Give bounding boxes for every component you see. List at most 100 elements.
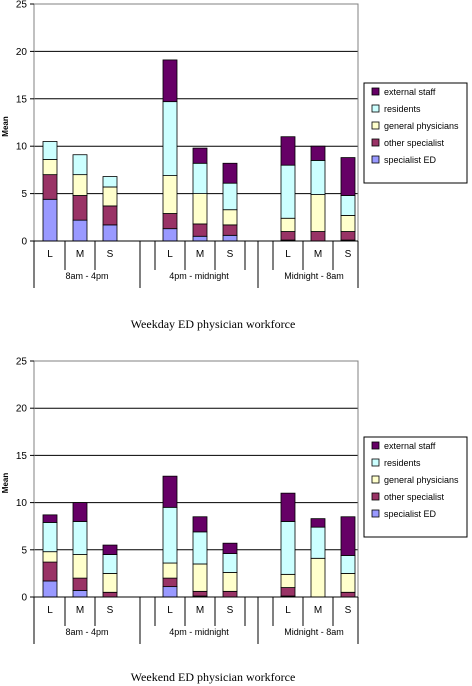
y-tick-label: 5 <box>21 189 27 200</box>
bar-segment <box>102 224 118 242</box>
x-category-label: S <box>107 605 114 616</box>
bar-segment <box>222 572 238 592</box>
x-group-label: Midnight - 8am <box>284 271 344 281</box>
bar-segment <box>192 193 208 225</box>
y-axis-title: Mean <box>1 473 10 494</box>
bar-segment <box>192 147 208 164</box>
bar-segment <box>310 145 326 161</box>
bar-segment <box>222 553 238 573</box>
legend-label: residents <box>384 458 421 468</box>
bar-segment <box>340 215 356 232</box>
x-category-label: L <box>47 249 53 260</box>
legend-swatch <box>371 475 380 484</box>
y-tick-label: 25 <box>16 357 28 368</box>
x-category-label: M <box>196 249 204 260</box>
legend-swatch <box>371 509 380 518</box>
bar-segment <box>222 162 238 184</box>
legend-label: general physicians <box>384 475 459 485</box>
y-tick-label: 15 <box>16 451 28 462</box>
x-group-label: 8am - 4pm <box>65 271 108 281</box>
bar-segment <box>222 182 238 211</box>
x-category-label: L <box>167 605 173 616</box>
bar-segment <box>310 160 326 195</box>
bar-segment <box>192 235 208 242</box>
x-category-label: M <box>76 605 84 616</box>
bar-segment <box>340 591 356 598</box>
y-tick-label: 20 <box>16 47 28 58</box>
x-category-label: S <box>345 249 352 260</box>
bar-segment <box>102 176 118 188</box>
bar-segment <box>280 521 296 575</box>
legend <box>363 82 468 184</box>
x-category-label: S <box>227 605 234 616</box>
y-tick-label: 10 <box>16 498 28 509</box>
legend-label: other specialist <box>384 492 445 502</box>
legend-label: external staff <box>384 441 436 451</box>
bar-segment <box>192 162 208 195</box>
legend-label: residents <box>384 104 421 114</box>
bar-segment <box>72 577 88 591</box>
bar-segment <box>72 174 88 196</box>
bar-segment <box>340 555 356 574</box>
bar-segment <box>42 198 58 242</box>
bar-segment <box>280 217 296 232</box>
legend-label: specialist ED <box>384 509 437 519</box>
y-tick-label: 20 <box>16 404 28 415</box>
bar-segment <box>162 577 178 588</box>
x-category-label: L <box>285 249 291 260</box>
bar-segment <box>192 516 208 533</box>
bar-segment <box>280 136 296 166</box>
bar-segment <box>192 531 208 565</box>
bar-segment <box>310 557 326 598</box>
y-tick-label: 0 <box>21 593 27 604</box>
x-group-label: 8am - 4pm <box>65 627 108 637</box>
bar-segment <box>102 591 118 598</box>
bar-segment <box>340 195 356 216</box>
bar-segment <box>162 475 178 508</box>
bar-segment <box>192 590 208 597</box>
legend-label: other specialist <box>384 138 445 148</box>
x-group-label: 4pm - midnight <box>169 271 229 281</box>
x-group-label: 4pm - midnight <box>169 627 229 637</box>
legend-swatch <box>371 138 380 147</box>
x-category-label: M <box>196 605 204 616</box>
bar-segment <box>72 589 88 598</box>
x-category-label: M <box>314 605 322 616</box>
bar-segment <box>42 561 58 582</box>
legend-swatch <box>371 155 380 164</box>
legend-label: general physicians <box>384 121 459 131</box>
bar-segment <box>162 228 178 242</box>
legend-swatch <box>371 492 380 501</box>
bar-segment <box>280 492 296 522</box>
y-tick-label: 0 <box>21 237 27 248</box>
bar-segment <box>162 506 178 564</box>
bar-segment <box>310 194 326 232</box>
bar-segment <box>72 554 88 579</box>
y-axis-title: Mean <box>1 116 10 137</box>
legend-swatch <box>371 441 380 450</box>
bar-segment <box>72 502 88 522</box>
bar-segment <box>192 563 208 592</box>
bar-segment <box>222 224 238 236</box>
bar-segment <box>222 234 238 242</box>
bar-segment <box>72 154 88 176</box>
bar-segment <box>280 573 296 588</box>
chart-caption: Weekend ED physician workforce <box>131 670 296 684</box>
bar-segment <box>222 209 238 226</box>
bar-segment <box>42 551 58 563</box>
legend <box>363 436 468 538</box>
x-category-label: S <box>107 249 114 260</box>
bar-segment <box>162 59 178 103</box>
bar-segment <box>310 518 326 528</box>
chart-2: 0 5 10 15 20 25 Mean L M S L M S L M S 8am - 4pm 4pm - mi… <box>1 357 468 684</box>
bar-segment <box>42 159 58 176</box>
bar-segment <box>72 219 88 242</box>
legend-swatch <box>371 121 380 130</box>
bar-segment <box>280 164 296 219</box>
x-category-label: S <box>227 249 234 260</box>
bar-segment <box>222 590 238 598</box>
x-group-label: Midnight - 8am <box>284 627 344 637</box>
bar-segment <box>42 580 58 598</box>
bar-segment <box>42 522 58 553</box>
